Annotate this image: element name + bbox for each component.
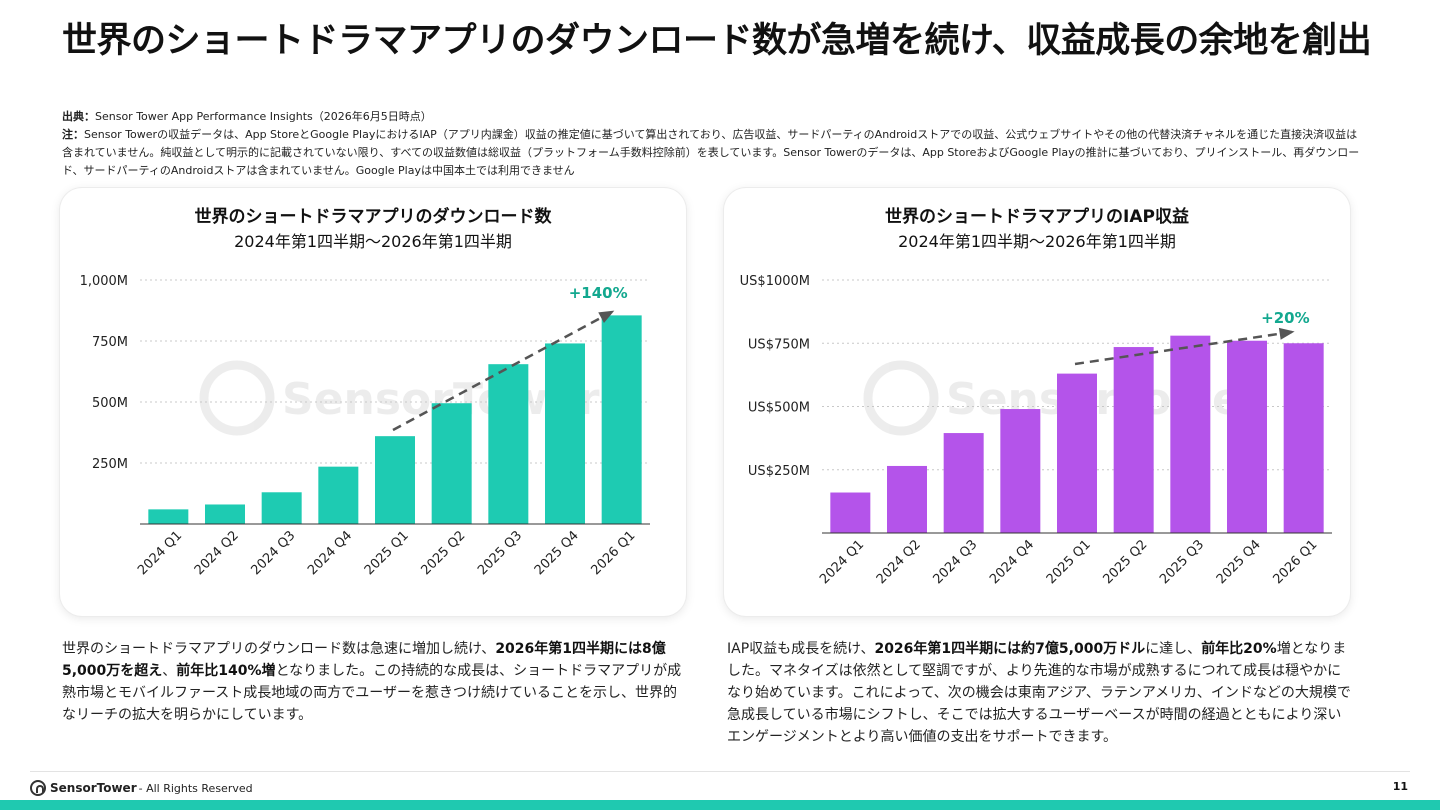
y-tick-label: US$250M [748,464,810,479]
x-tick-label: 2024 Q4 [305,528,355,578]
x-tick-label: 2025 Q3 [1157,537,1207,587]
trend-arrow-head-icon [598,310,615,323]
source-line: 出典：Sensor Tower App Performance Insights… [62,108,1362,126]
bar [1057,373,1097,533]
bottom-accent-bar [0,800,1440,810]
desc-text: 世界のショートドラマアプリのダウンロード数は急速に増加し続け、 [62,641,496,657]
note-text: Sensor Towerの収益データは、App StoreとGoogle Pla… [62,128,1360,177]
desc-highlight: 前年比140%増 [176,663,276,679]
bar [205,504,245,524]
watermark-logo-icon [863,360,939,436]
y-tick-label: US$500M [748,401,810,416]
footer-brand-name: SensorTower [50,781,137,795]
x-tick-label: 2024 Q3 [930,537,980,587]
downloads-chart-title: 世界のショートドラマアプリのダウンロード数 [194,207,552,227]
x-tick-label: 2025 Q4 [532,528,582,578]
trend-arrow [1074,330,1292,366]
source-text: Sensor Tower App Performance Insights（20… [95,110,432,123]
bar [601,315,642,524]
y-tick-label: 500M [92,396,128,411]
desc-highlight: 2026年第1四半期には8億5,000万を超え [62,641,666,679]
watermark: SensorTower [863,360,1264,436]
sensortower-logo-icon [30,780,46,796]
iap-chart-subtitle: 2024年第1四半期〜2026年第1四半期 [898,232,1176,251]
x-tick-label: 2025 Q2 [418,528,468,578]
bar [431,403,472,524]
downloads-description: 世界のショートドラマアプリのダウンロード数は急速に増加し続け、2026年第1四半… [62,638,686,726]
source-label: 出典： [62,110,95,123]
bar [375,436,415,524]
trend-arrow-head-icon [1278,327,1295,340]
watermark-text: SensorTower [946,374,1264,425]
bar [1113,347,1154,533]
x-tick-label: 2024 Q2 [874,537,924,587]
footer-divider [30,771,1410,772]
page-title: 世界のショートドラマアプリのダウンロード数が急増を続け、収益成長の余地を創出 [62,21,1372,61]
x-tick-label: 2025 Q1 [1044,537,1094,587]
note-label: 注： [62,128,84,141]
growth-annotation: +20% [1261,309,1309,327]
bar [943,433,984,533]
x-tick-label: 2025 Q4 [1214,537,1264,587]
bar [488,364,529,524]
bar [830,492,871,533]
bar [545,343,585,524]
bar [261,492,302,524]
footer-rights: - All Rights Reserved [138,781,253,795]
x-tick-label: 2024 Q1 [817,537,867,587]
x-tick-label: 2025 Q1 [362,528,412,578]
x-tick-label: 2026 Q1 [588,528,638,578]
downloads-chart-subtitle: 2024年第1四半期〜2026年第1四半期 [234,232,512,251]
x-tick-label: 2024 Q4 [987,537,1037,587]
growth-annotation: +140% [569,284,628,302]
x-tick-label: 2026 Q1 [1270,537,1320,587]
desc-highlight: 2026年第1四半期には約7億5,000万ドル [874,641,1146,657]
y-tick-label: 750M [92,335,128,350]
source-notes: 出典：Sensor Tower App Performance Insights… [62,108,1362,180]
bar [1170,335,1211,533]
downloads-chart-card: 世界のショートドラマアプリのダウンロード数 2024年第1四半期〜2026年第1… [60,188,686,616]
bar [148,509,189,524]
iap-chart: SensorTower US$250M US$500M US$750M US$1000M… [740,274,1332,587]
desc-text: に達し、 [1145,641,1202,657]
y-tick-label: 250M [92,457,128,472]
y-tick-label: US$1000M [740,274,810,289]
bar [1283,343,1324,533]
footer-brand: SensorTower - All Rights Reserved [30,778,253,798]
note-line: 注：Sensor Towerの収益データは、App StoreとGoogle P… [62,126,1362,180]
x-tick-label: 2025 Q3 [475,528,525,578]
x-tick-label: 2024 Q1 [135,528,185,578]
y-tick-label: US$750M [748,337,810,352]
desc-text: 増となりました。マネタイズは依然として堅調ですが、より先進的な市場が成熟するにつ… [727,641,1351,745]
x-tick-label: 2024 Q3 [248,528,298,578]
trend-arrow [392,310,613,432]
bar [1000,409,1041,533]
bar [318,466,359,524]
iap-chart-card: 世界のショートドラマアプリのIAP収益 2024年第1四半期〜2026年第1四半… [724,188,1350,616]
desc-text: IAP収益も成長を続け、 [727,641,875,657]
bar [1227,340,1267,533]
iap-description: IAP収益も成長を続け、2026年第1四半期には約7億5,000万ドルに達し、前… [727,638,1351,748]
watermark: SensorTower [199,360,600,436]
bar [887,465,927,533]
watermark-logo-icon [199,360,275,436]
desc-text: 、 [162,663,177,679]
desc-highlight: 前年比20% [1201,641,1277,657]
page-number: 11 [1392,780,1408,793]
x-tick-label: 2024 Q2 [192,528,242,578]
y-tick-label: 1,000M [80,274,128,289]
desc-text: となりました。この持続的な成長は、ショートドラマアプリが成熟市場とモバイルファー… [62,663,682,723]
iap-chart-title: 世界のショートドラマアプリのIAP収益 [885,207,1189,227]
x-tick-label: 2025 Q2 [1100,537,1150,587]
